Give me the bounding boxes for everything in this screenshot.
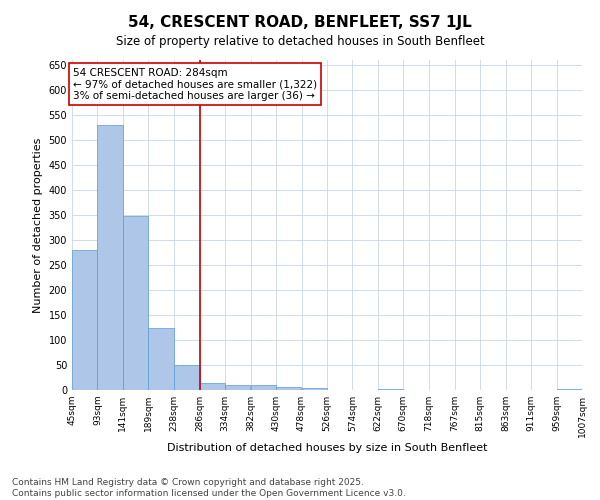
Bar	[557, 388, 582, 390]
Bar	[200, 382, 225, 390]
Y-axis label: Number of detached properties: Number of detached properties	[33, 138, 43, 312]
Bar	[97, 125, 122, 390]
Bar	[225, 385, 250, 390]
Bar	[378, 388, 403, 390]
Bar	[302, 388, 327, 390]
Text: 54, CRESCENT ROAD, BENFLEET, SS7 1JL: 54, CRESCENT ROAD, BENFLEET, SS7 1JL	[128, 15, 472, 30]
Bar	[175, 365, 200, 390]
Text: 54 CRESCENT ROAD: 284sqm
← 97% of detached houses are smaller (1,322)
3% of semi: 54 CRESCENT ROAD: 284sqm ← 97% of detach…	[73, 68, 317, 100]
Bar	[72, 250, 97, 390]
Bar	[123, 216, 148, 390]
Bar	[276, 386, 301, 390]
X-axis label: Distribution of detached houses by size in South Benfleet: Distribution of detached houses by size …	[167, 442, 487, 452]
Bar	[148, 328, 173, 390]
Bar	[251, 385, 276, 390]
Text: Contains HM Land Registry data © Crown copyright and database right 2025.
Contai: Contains HM Land Registry data © Crown c…	[12, 478, 406, 498]
Text: Size of property relative to detached houses in South Benfleet: Size of property relative to detached ho…	[116, 35, 484, 48]
